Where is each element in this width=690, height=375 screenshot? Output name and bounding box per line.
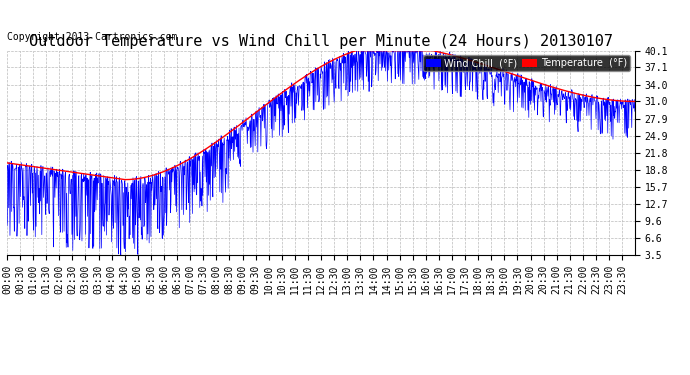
- Legend: Wind Chill  (°F), Temperature  (°F): Wind Chill (°F), Temperature (°F): [423, 56, 630, 71]
- Title: Outdoor Temperature vs Wind Chill per Minute (24 Hours) 20130107: Outdoor Temperature vs Wind Chill per Mi…: [29, 34, 613, 50]
- Text: Copyright 2013 Cartronics.com: Copyright 2013 Cartronics.com: [7, 33, 177, 42]
